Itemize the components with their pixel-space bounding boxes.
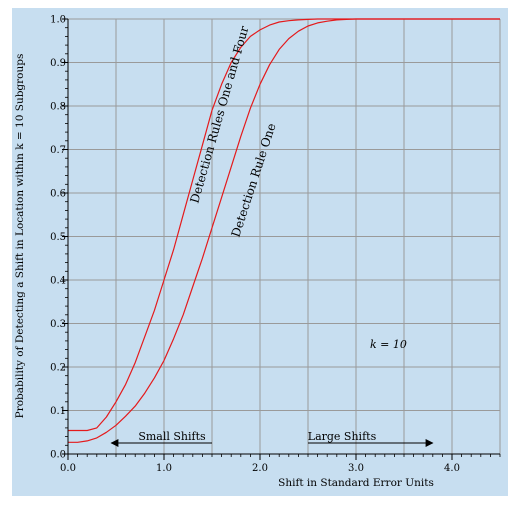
series-lines bbox=[68, 18, 500, 443]
k-note: k = 10 bbox=[370, 338, 407, 351]
y-tick-label: 1.0 bbox=[50, 15, 66, 26]
y-tick-label: 0.3 bbox=[50, 319, 66, 330]
x-tick-label: 1.0 bbox=[156, 463, 172, 474]
y-tick-label: 0.6 bbox=[50, 189, 66, 200]
large-shifts-label: Large Shifts bbox=[308, 430, 377, 443]
x-axis-title: Shift in Standard Error Units bbox=[278, 477, 434, 489]
series-line-rules-one-and-four bbox=[68, 18, 500, 432]
y-tick-label: 0.2 bbox=[50, 363, 66, 374]
tick-labels: 0.0 0.1 0.2 0.3 0.4 0.5 0.6 0.7 0.8 0.9 1.0 0.0 1.0 2… bbox=[50, 15, 460, 475]
y-tick-label: 0.4 bbox=[50, 276, 66, 287]
y-axis-title: Probability of Detecting a Shift in Loca… bbox=[14, 54, 26, 419]
x-tick-label: 0.0 bbox=[60, 463, 76, 474]
axes bbox=[62, 18, 501, 460]
y-tick-label: 0.0 bbox=[50, 450, 66, 461]
chart-frame: 0.0 0.1 0.2 0.3 0.4 0.5 0.6 0.7 0.8 0.9 1.0 0.0 1.0 2… bbox=[12, 8, 508, 496]
x-tick-label: 2.0 bbox=[252, 463, 268, 474]
y-tick-label: 0.9 bbox=[50, 58, 66, 69]
y-tick-label: 0.5 bbox=[50, 232, 66, 243]
y-tick-label: 0.1 bbox=[50, 406, 66, 417]
x-tick-label: 4.0 bbox=[444, 463, 460, 474]
x-tick-label: 3.0 bbox=[348, 463, 364, 474]
y-tick-label: 0.8 bbox=[50, 102, 66, 113]
detection-probability-chart: 0.0 0.1 0.2 0.3 0.4 0.5 0.6 0.7 0.8 0.9 1.0 0.0 1.0 2… bbox=[14, 15, 501, 489]
small-shifts-label: Small Shifts bbox=[138, 430, 206, 443]
y-tick-label: 0.7 bbox=[50, 145, 66, 156]
series-line-rule-one bbox=[68, 18, 500, 443]
